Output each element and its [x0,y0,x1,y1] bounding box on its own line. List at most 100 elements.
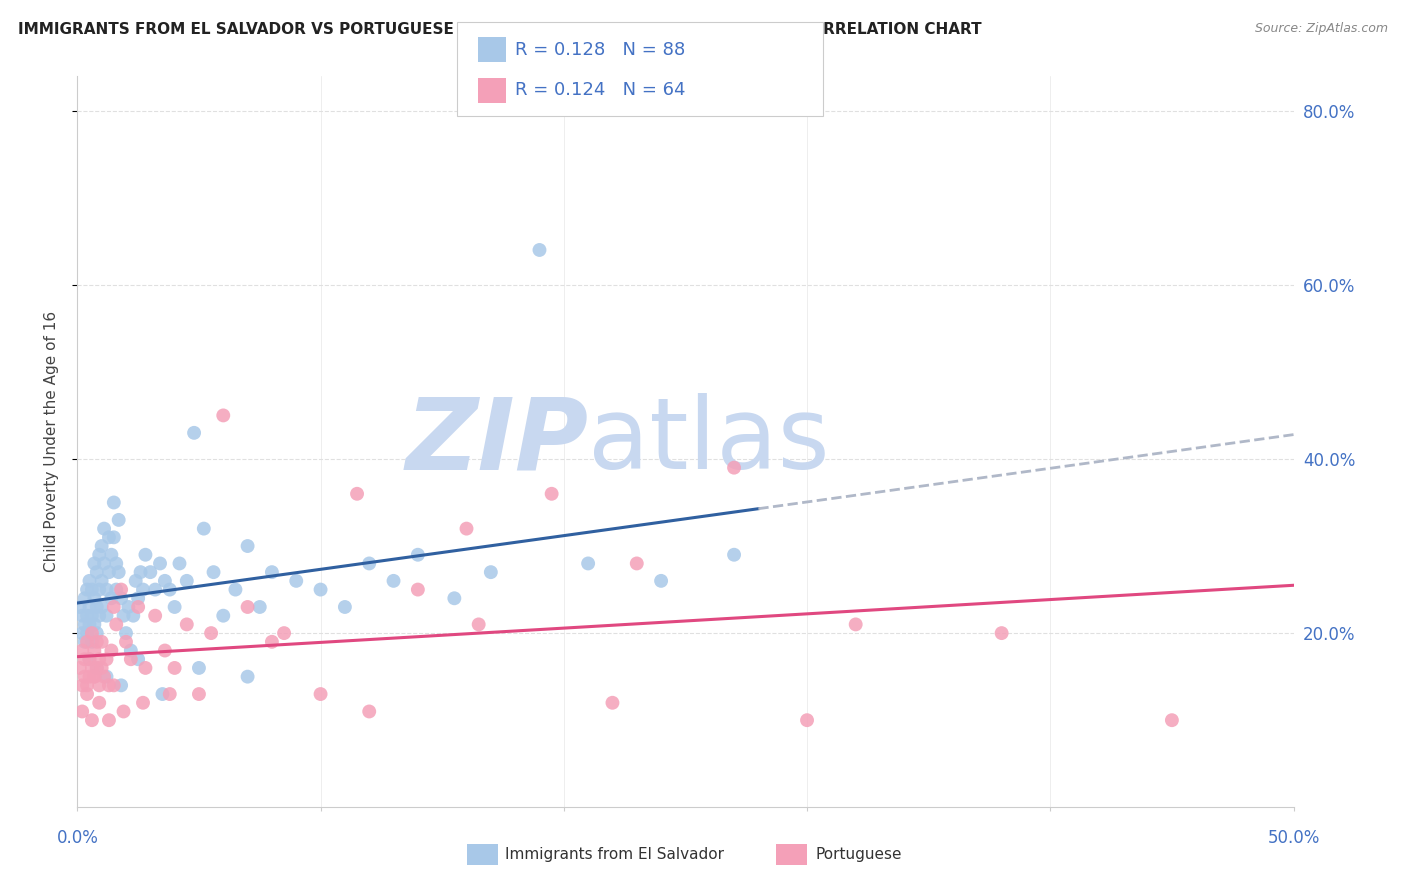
Point [86,626,108,640]
Point [723,548,745,562]
Point [159,687,181,701]
Point [107,513,129,527]
Point [159,582,181,597]
Point [163,661,186,675]
Point [69,599,91,614]
Point [86,599,108,614]
Point [117,599,139,614]
Point [236,599,259,614]
Point [70,705,93,719]
Point [112,705,135,719]
Point [76,608,98,623]
Point [382,574,405,588]
Point [163,599,186,614]
Point [105,617,128,632]
Point [529,243,551,257]
Text: ZIP: ZIP [405,393,588,490]
Point [110,582,132,597]
Point [650,574,672,588]
Text: atlas: atlas [588,393,830,490]
Point [80,635,103,649]
Point [79,652,101,666]
Point [86,565,108,579]
Point [134,661,156,675]
Point [153,574,176,588]
Point [149,557,172,571]
Point [97,713,120,727]
Point [96,582,118,597]
Point [540,487,562,501]
Point [479,565,502,579]
Point [76,582,98,597]
Point [139,565,162,579]
Point [359,705,381,719]
Point [93,557,115,571]
Point [132,696,155,710]
Text: R = 0.128   N = 88: R = 0.128 N = 88 [515,41,685,59]
Point [188,687,211,701]
Point [103,599,125,614]
Point [97,565,120,579]
Point [125,574,148,588]
Point [76,687,98,701]
Point [89,548,111,562]
Text: 50.0%: 50.0% [1267,830,1320,847]
Point [76,678,98,692]
Point [236,539,259,553]
Point [249,599,271,614]
Point [723,460,745,475]
Point [79,652,101,666]
Point [576,557,599,571]
Point [105,557,128,571]
Point [89,696,111,710]
Point [90,574,112,588]
Point [79,574,101,588]
Point [212,608,235,623]
Point [110,678,132,692]
Point [103,495,125,509]
Point [105,582,128,597]
Point [134,548,156,562]
Point [70,608,93,623]
Point [115,626,138,640]
Text: IMMIGRANTS FROM EL SALVADOR VS PORTUGUESE CHILD POVERTY UNDER THE AGE OF 16 CORR: IMMIGRANTS FROM EL SALVADOR VS PORTUGUES… [18,22,981,37]
Point [97,678,120,692]
Point [1161,713,1184,727]
Point [120,652,142,666]
Point [73,635,96,649]
Point [169,557,191,571]
Point [90,635,112,649]
Point [86,635,108,649]
Point [89,582,111,597]
Point [796,713,818,727]
Point [122,608,145,623]
Point [359,557,381,571]
Point [626,557,648,571]
Point [76,626,98,640]
Point [73,617,96,632]
Point [406,548,429,562]
Point [96,608,118,623]
Point [143,608,166,623]
Point [83,670,105,684]
Point [110,591,132,606]
Point [183,425,205,440]
Point [273,626,295,640]
Point [443,591,465,606]
Point [79,599,101,614]
Point [73,591,96,606]
Point [188,661,211,675]
Y-axis label: Child Poverty Under the Age of 16: Child Poverty Under the Age of 16 [44,311,59,572]
Point [200,626,222,640]
Point [120,643,142,657]
Point [107,565,129,579]
Point [236,670,259,684]
Point [176,617,198,632]
Point [90,539,112,553]
Point [202,565,225,579]
Point [83,617,105,632]
Point [79,617,101,632]
Point [89,678,111,692]
Point [333,599,356,614]
Point [79,670,101,684]
